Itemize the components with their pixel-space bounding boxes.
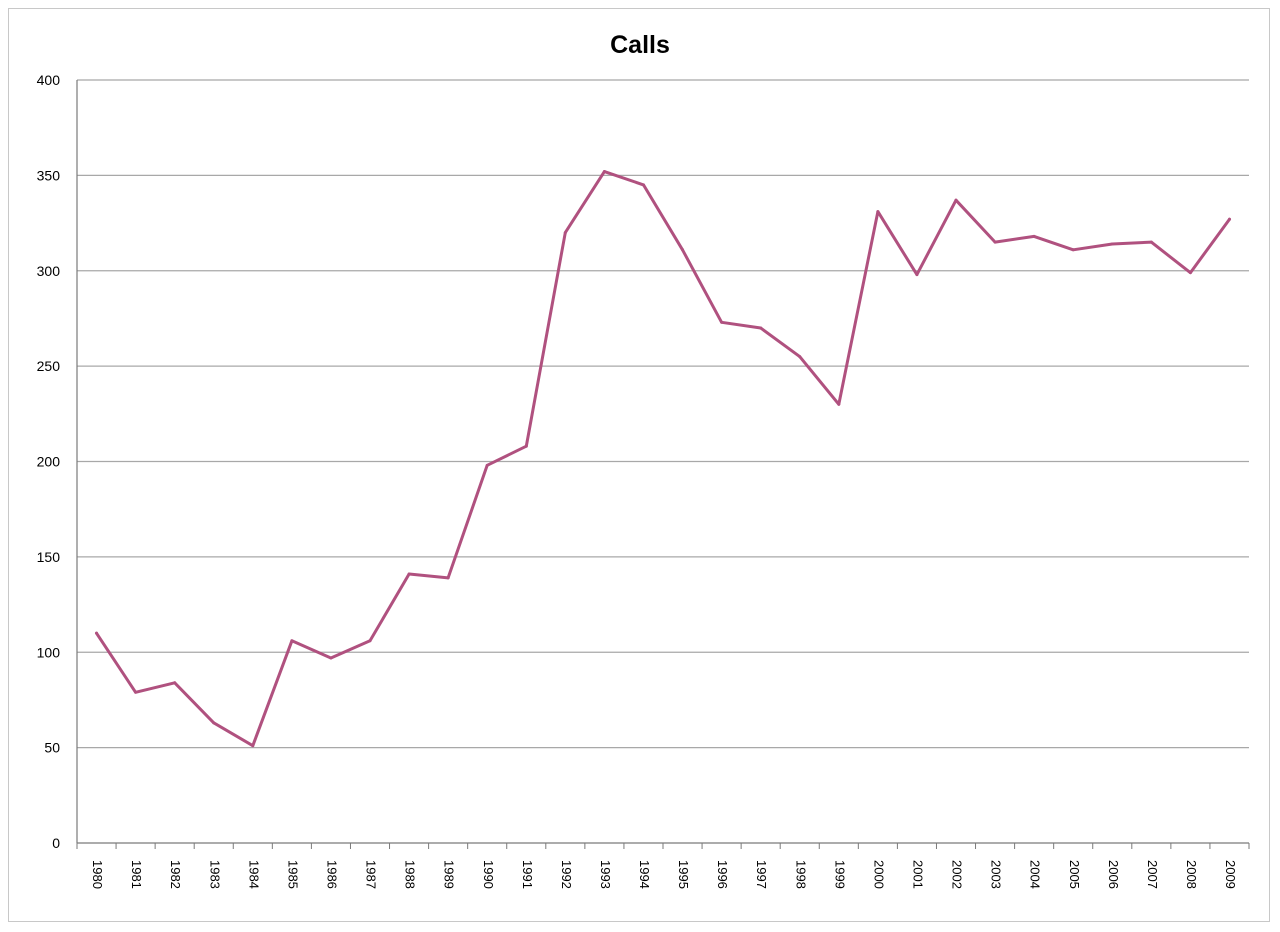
data-point — [407, 572, 411, 576]
x-tick-label: 2006 — [1106, 860, 1121, 889]
data-point — [993, 240, 997, 244]
data-point — [446, 576, 450, 580]
x-tick-label: 2000 — [871, 860, 886, 889]
y-tick-label: 100 — [37, 644, 61, 660]
x-tick-label: 1982 — [168, 860, 183, 889]
x-tick-label: 1988 — [403, 860, 418, 889]
x-tick-label: 1993 — [598, 860, 613, 889]
chart-title: Calls — [610, 31, 670, 59]
x-tick-label: 1999 — [832, 860, 847, 889]
x-tick-label: 1986 — [324, 860, 339, 889]
y-tick-label: 400 — [37, 72, 61, 88]
x-tick-label: 1994 — [637, 860, 652, 889]
x-tick-label: 1991 — [520, 860, 535, 889]
data-point — [212, 721, 216, 725]
data-point — [1188, 271, 1192, 275]
y-tick-label: 200 — [37, 454, 61, 470]
chart-frame — [8, 8, 1270, 922]
data-point — [602, 170, 606, 174]
data-point — [563, 231, 567, 235]
y-tick-label: 350 — [37, 167, 61, 183]
series-layer — [95, 170, 1231, 748]
y-axis-ticks: 0 50 100 150 200 250 300 350 400 — [37, 72, 61, 851]
y-tick-label: 150 — [37, 549, 61, 565]
x-tick-label: 1984 — [246, 860, 261, 889]
data-point — [876, 210, 880, 214]
data-point — [1110, 242, 1114, 246]
x-tick-label: 1981 — [129, 860, 144, 889]
data-point — [524, 444, 528, 448]
data-point — [329, 656, 333, 660]
y-tick-label: 300 — [37, 263, 61, 279]
x-tick-label: 1983 — [207, 860, 222, 889]
x-tick-label: 1990 — [481, 860, 496, 889]
x-tick-label: 1997 — [754, 860, 769, 889]
data-point — [1071, 248, 1075, 252]
data-point — [173, 681, 177, 685]
x-tick-label: 1989 — [442, 860, 457, 889]
x-axis-ticks: 1980 1981 1982 1983 1984 1985 1986 1987 1988 1989… — [90, 860, 1238, 889]
x-tick-label: 2002 — [950, 860, 965, 889]
x-tick-label: 1998 — [793, 860, 808, 889]
data-point — [1032, 234, 1036, 238]
x-tick-label: 2003 — [989, 860, 1004, 889]
y-tick-label: 0 — [52, 835, 60, 851]
data-point — [720, 320, 724, 324]
data-point — [641, 183, 645, 187]
data-point — [954, 198, 958, 202]
gridlines — [77, 79, 1249, 749]
x-tick-label: 1996 — [715, 860, 730, 889]
data-point — [681, 248, 685, 252]
data-point — [837, 402, 841, 406]
data-point — [485, 463, 489, 467]
x-tick-label: 2004 — [1028, 860, 1043, 889]
axes — [76, 80, 1250, 849]
x-tick-label: 2008 — [1184, 860, 1199, 889]
data-point — [1149, 240, 1153, 244]
data-point — [798, 355, 802, 359]
data-point — [1227, 217, 1231, 221]
x-tick-label: 1992 — [559, 860, 574, 889]
data-point — [759, 326, 763, 330]
x-tick-label: 1995 — [676, 860, 691, 889]
x-tick-label: 2001 — [910, 860, 925, 889]
data-point — [290, 639, 294, 643]
data-point — [368, 639, 372, 643]
x-tick-label: 2005 — [1067, 860, 1082, 889]
data-point — [251, 744, 255, 748]
x-tick-label: 2007 — [1145, 860, 1160, 889]
y-tick-label: 50 — [44, 740, 60, 756]
series-line-0 — [95, 170, 1231, 748]
x-tick-label: 1987 — [364, 860, 379, 889]
x-tick-label: 1985 — [285, 860, 300, 889]
x-tick-label: 2009 — [1223, 860, 1238, 889]
x-tick-label: 1980 — [90, 860, 105, 889]
data-point — [134, 690, 138, 694]
data-point — [915, 273, 919, 277]
y-tick-label: 250 — [37, 358, 61, 374]
data-point — [95, 631, 99, 635]
